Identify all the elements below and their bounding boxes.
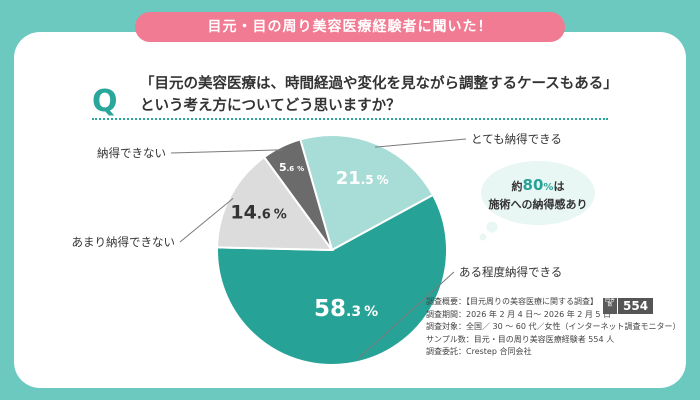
survey-line-contractor: 調査委託：Crestep 合同会社 bbox=[426, 347, 532, 356]
connector-line-somewhat-convinced bbox=[357, 271, 455, 359]
speech-bubble-body bbox=[481, 161, 595, 225]
pie-percent-label-very-convinced: 21.5% bbox=[336, 168, 389, 189]
pie-percent-label-somewhat-convinced: 58.3% bbox=[314, 296, 378, 322]
title-banner: 目元・目の周り美容医療経験者に聞いた！ bbox=[135, 12, 565, 42]
bubble-pre: 約 bbox=[512, 179, 523, 193]
category-label-not-very-convinced: あまり納得できない bbox=[72, 235, 176, 249]
pie-slice-somewhat-convinced bbox=[216, 193, 448, 366]
badge-label: 回答数 bbox=[603, 298, 617, 314]
badge-value: 554 bbox=[618, 298, 654, 314]
question-line-2: という考え方についてどう思いますか？ bbox=[140, 98, 401, 114]
bubble-percent-unit: % bbox=[543, 182, 553, 193]
pie-percent-label-not-convinced: 5.6% bbox=[279, 161, 304, 174]
pie-slice-very-convinced bbox=[299, 134, 435, 252]
question-line-1: 「目元の美容医療は、時間経過や変化を見ながら調整するケースもある」 bbox=[140, 76, 618, 92]
speech-bubble-dot-large bbox=[486, 221, 498, 233]
category-label-somewhat-convinced: ある程度納得できる bbox=[459, 265, 562, 279]
bubble-percent: 80 bbox=[523, 176, 544, 194]
category-label-very-convinced: とても納得できる bbox=[471, 132, 562, 146]
question-divider bbox=[92, 118, 608, 120]
connector-line-not-very-convinced bbox=[179, 198, 234, 243]
question-mark-q: Q bbox=[92, 84, 118, 119]
respondent-badge: 回答数 554 bbox=[603, 298, 654, 314]
bubble-post: は bbox=[553, 180, 564, 193]
speech-bubble-dot-small bbox=[479, 233, 487, 241]
survey-line-sample: サンプル数：目元・目の周り美容医療経験者 554 人 bbox=[426, 334, 615, 344]
category-label-not-convinced: 納得できない bbox=[97, 146, 166, 160]
speech-bubble: 約80%は 施術への納得感あり bbox=[479, 161, 595, 241]
connector-line-very-convinced bbox=[374, 138, 467, 148]
survey-line-period: 調査期間：2026 年 2 月 4 日～ 2026 年 2 月 5 日 bbox=[426, 309, 612, 319]
survey-info: 調査概要：【目元周りの美容医療に関する調査】 調査期間：2026 年 2 月 4… bbox=[426, 296, 681, 359]
survey-line-overview: 調査概要：【目元周りの美容医療に関する調査】 bbox=[426, 297, 598, 306]
connector-line-not-convinced bbox=[170, 149, 284, 154]
pie-percent-label-not-very-convinced: 14.6% bbox=[230, 201, 286, 223]
survey-line-target: 調査対象：全国／ 30 ～ 60 代／女性（インターネット調査モニター） bbox=[426, 322, 681, 331]
pie-slice-not-convinced bbox=[262, 138, 333, 251]
bubble-line-1: 約80%は bbox=[512, 176, 565, 194]
pie-slice-not-very-convinced bbox=[216, 155, 335, 252]
bubble-line-2: 施術への納得感あり bbox=[489, 197, 588, 211]
